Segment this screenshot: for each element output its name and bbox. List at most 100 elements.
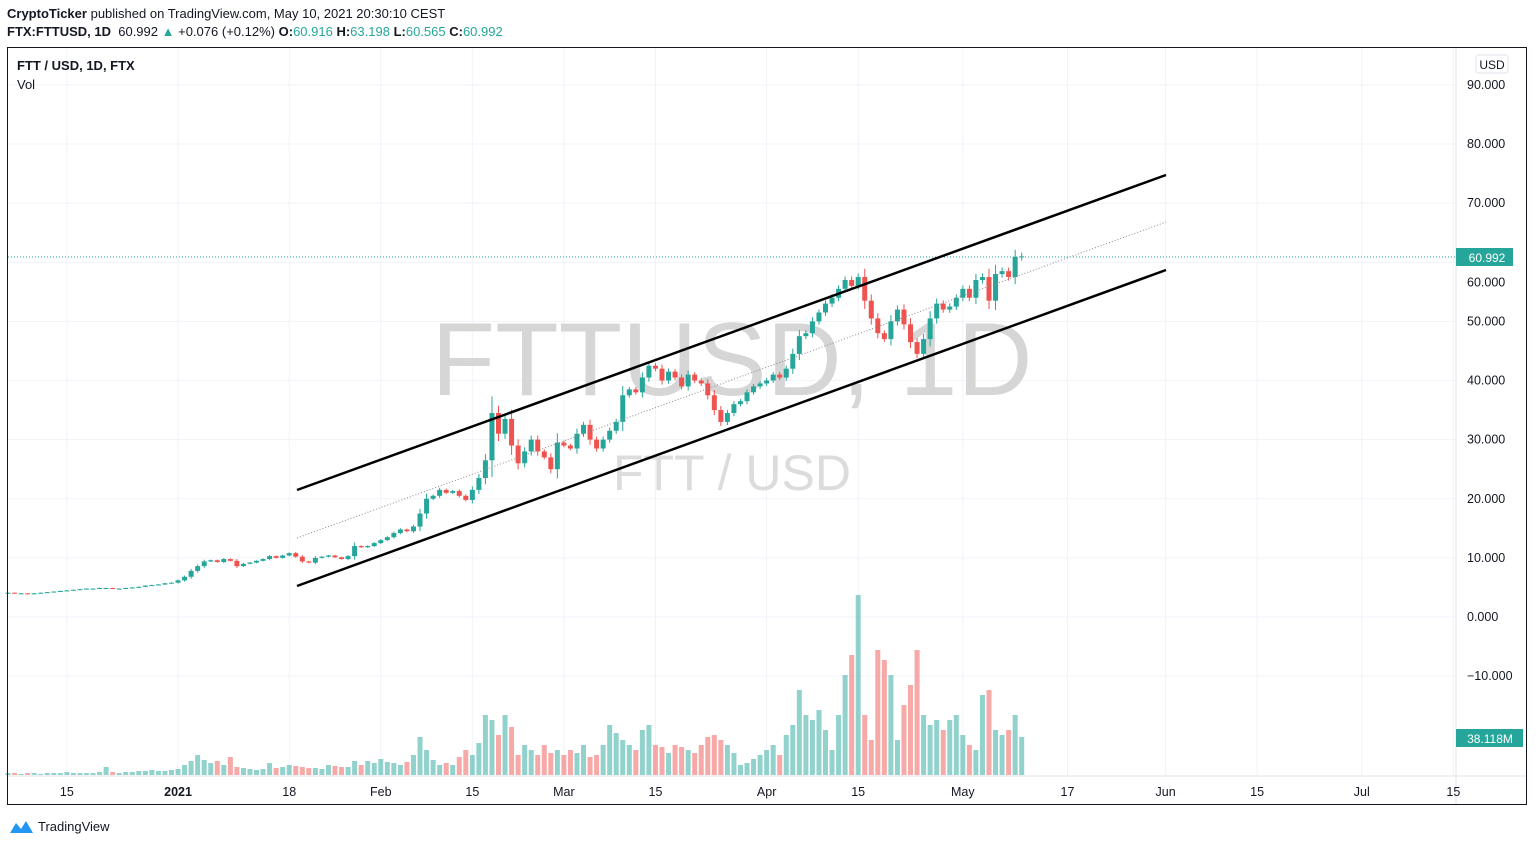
candle [51, 591, 57, 593]
volume-bar [666, 753, 672, 775]
volume-bar [613, 733, 619, 775]
volume-bar [227, 757, 233, 775]
candle [31, 593, 37, 595]
candle [940, 303, 946, 310]
candle [908, 324, 914, 343]
volume-bar [51, 773, 57, 775]
channel-mid-line[interactable] [296, 221, 1167, 539]
volume-bar [509, 727, 515, 775]
volume-bar [790, 725, 796, 775]
volume-bar [410, 755, 416, 775]
published-text: published on TradingView.com, May 10, 20… [90, 6, 446, 21]
candle [142, 585, 148, 587]
x-tick-label: 15 [851, 785, 865, 799]
x-tick-label: May [951, 785, 975, 799]
candle [214, 560, 220, 563]
candle [554, 442, 560, 470]
candle [744, 392, 750, 402]
candle [1012, 256, 1018, 278]
volume-bar [921, 715, 927, 775]
candle [116, 588, 122, 590]
candle [528, 439, 534, 452]
candle [299, 556, 305, 562]
candle [325, 555, 331, 557]
y-tick-label: 10.000 [1467, 551, 1505, 565]
volume-bar [934, 720, 940, 775]
candle [966, 288, 972, 298]
candle [777, 374, 783, 378]
volume-bar [652, 745, 658, 775]
volume-bar [90, 773, 96, 775]
tradingview-logo[interactable]: TradingView [8, 818, 110, 834]
candle [921, 339, 927, 354]
volume-bar [587, 757, 593, 775]
volume-bar [515, 755, 521, 775]
price-axis[interactable]: 90.000 80.000 70.000 60.000 50.000 40.000 30.0… [1467, 78, 1513, 683]
volume-bar [306, 768, 312, 775]
candle [129, 587, 135, 589]
candle [378, 540, 384, 544]
candle [672, 371, 678, 378]
volume-bar [247, 769, 253, 775]
volume-bar [175, 769, 181, 775]
candle [659, 368, 665, 381]
volume-bar [1006, 730, 1012, 775]
volume-bar [221, 765, 227, 775]
volume-bar [437, 765, 443, 775]
candle [823, 303, 828, 313]
candle [240, 563, 246, 567]
candle [594, 439, 600, 449]
candle [875, 318, 881, 334]
volume-bar [561, 755, 567, 775]
candle [234, 560, 240, 567]
time-axis[interactable]: 15 2021 18 Feb 15 Mar 15 Apr 15 May 17 Jun 15 Jul 15 [60, 785, 1460, 799]
candle [397, 529, 403, 534]
candle [979, 277, 985, 280]
volume-bar [639, 730, 645, 775]
volume-bar [254, 770, 260, 775]
volume-bar [581, 745, 587, 775]
volume-bar [149, 770, 155, 775]
candle [960, 288, 966, 298]
candle [352, 546, 358, 557]
candle [312, 557, 318, 563]
channel-lower-line[interactable] [296, 268, 1167, 588]
candle [652, 365, 658, 369]
candle [103, 588, 109, 590]
currency-button[interactable] [1475, 54, 1509, 74]
y-tick-label: 50.000 [1467, 314, 1505, 328]
volume-bar [620, 740, 626, 775]
volume-bar [816, 710, 822, 775]
candle [476, 478, 482, 490]
high-label: H: [336, 24, 351, 39]
candle [489, 413, 495, 461]
volume-bar [312, 768, 318, 775]
volume-bar [600, 745, 606, 775]
volume-bar [724, 745, 730, 775]
volume-bar [966, 745, 972, 775]
volume-bar [267, 763, 273, 775]
x-tick-label: Jun [1156, 785, 1176, 799]
volume-bar [548, 753, 554, 775]
candle [162, 583, 168, 585]
volume-bar [809, 720, 815, 775]
candle [535, 439, 541, 452]
candle [306, 561, 312, 563]
close-label: C: [449, 24, 463, 39]
series-legend[interactable]: FTT / USD, 1D, FTX [17, 58, 135, 73]
candle [496, 413, 501, 434]
volume-bar [692, 753, 698, 775]
candle [927, 318, 933, 340]
candle [515, 445, 521, 464]
candle [757, 383, 763, 387]
volume-bar [469, 755, 475, 775]
candle [227, 559, 233, 561]
candle [12, 592, 18, 594]
volume-bar [286, 765, 292, 775]
volume-bar [103, 767, 109, 775]
volume-legend[interactable]: Vol [17, 77, 36, 92]
channel-upper-line[interactable] [296, 173, 1167, 492]
volume-bar [751, 759, 757, 775]
candle [574, 433, 580, 449]
